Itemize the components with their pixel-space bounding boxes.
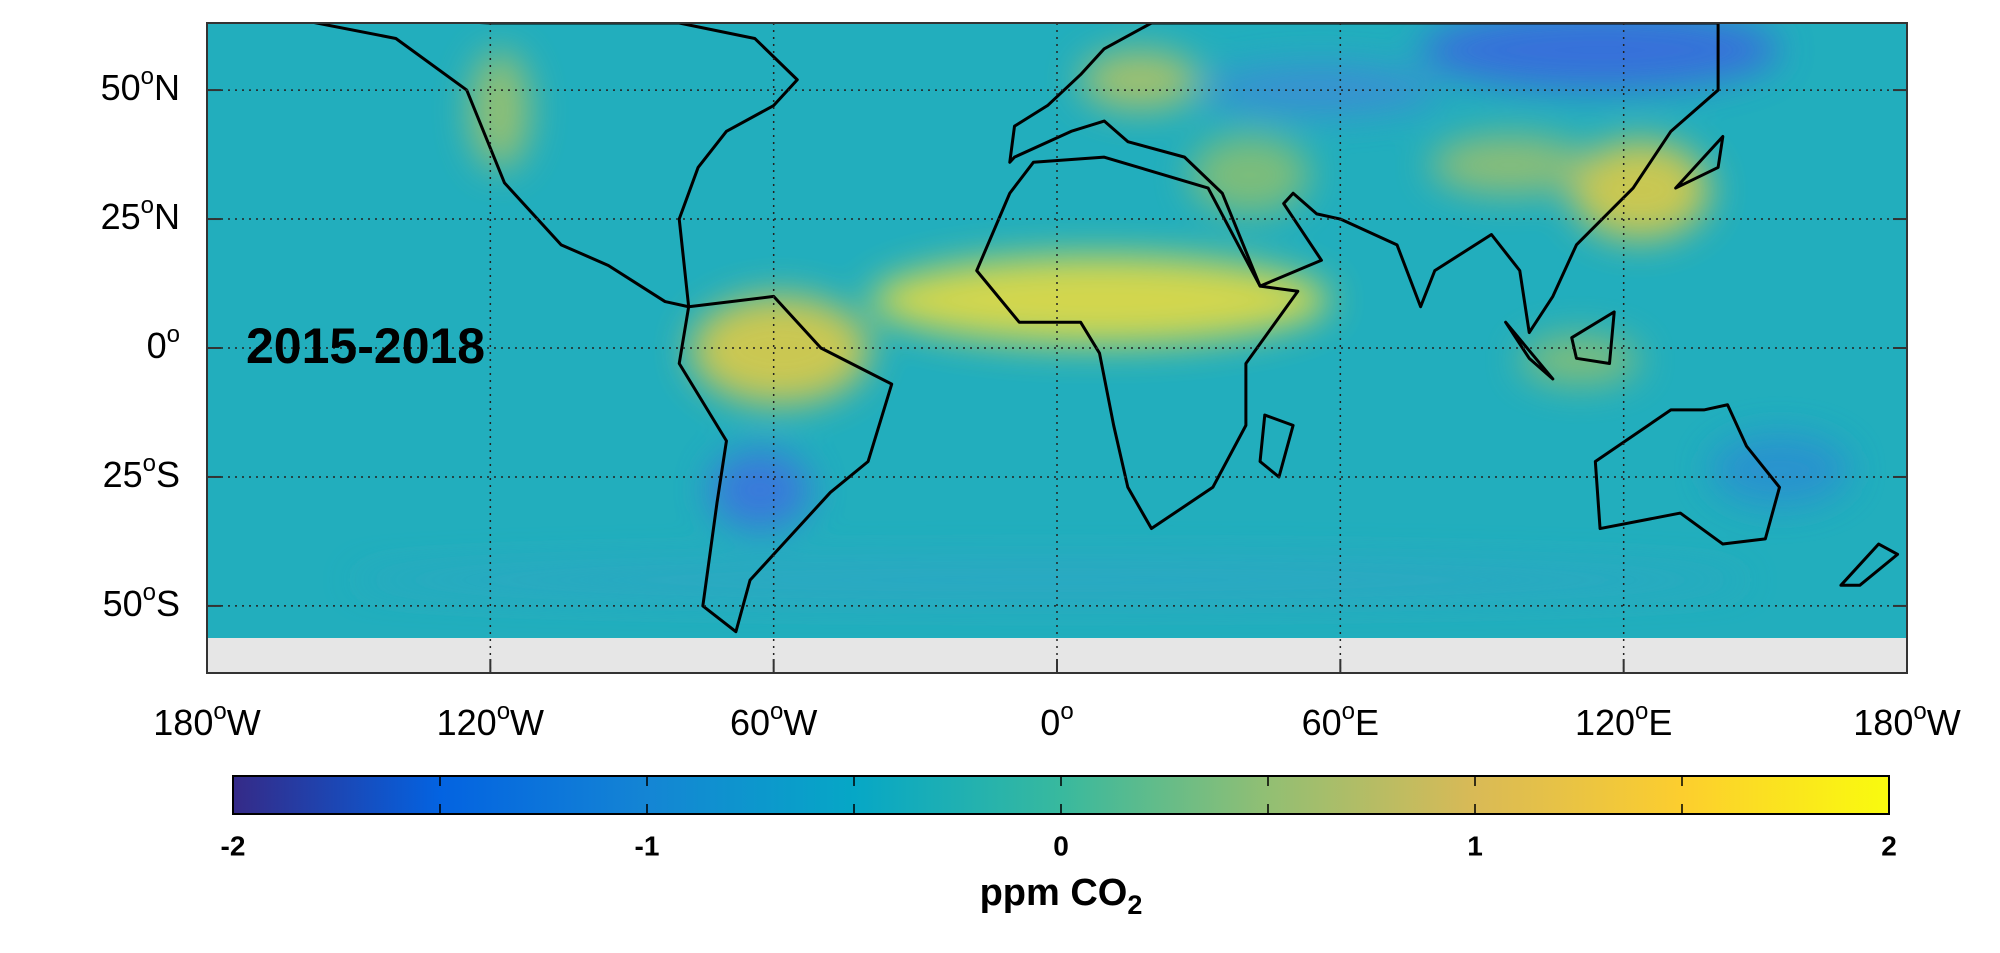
colorbar-tick-label: 0: [1053, 830, 1069, 861]
colorbar-tick-label: 2: [1881, 830, 1897, 861]
tick-hemisphere: E: [1648, 702, 1672, 743]
tick-hemisphere: N: [154, 67, 180, 108]
tick-degree: o: [1060, 698, 1073, 725]
tick-degree: o: [143, 579, 156, 606]
tick-degree: o: [213, 698, 226, 725]
colorbar-tick-label: -2: [221, 830, 246, 861]
tick-hemisphere: W: [510, 702, 544, 743]
tick-hemisphere: N: [154, 196, 180, 237]
tick-number: 25: [101, 196, 141, 237]
tick-degree: o: [167, 321, 180, 348]
tick-hemisphere: S: [156, 453, 180, 494]
tick-number: 180: [1853, 702, 1913, 743]
colorbar-tick-label: -1: [635, 830, 660, 861]
tick-label: 60oW: [730, 698, 817, 742]
tick-hemisphere: W: [783, 702, 817, 743]
tick-number: 0: [1040, 702, 1060, 743]
tick-number: 180: [153, 702, 213, 743]
tick-degree: o: [141, 63, 154, 90]
tick-degree: o: [143, 450, 156, 477]
tick-hemisphere: W: [1927, 702, 1961, 743]
tick-label: 25oN: [101, 192, 180, 236]
tick-number: 0: [147, 325, 167, 366]
map-frame: [206, 22, 1908, 674]
tick-degree: o: [1342, 698, 1355, 725]
tick-number: 60: [1302, 702, 1342, 743]
tick-label: 120oE: [1575, 698, 1672, 742]
tick-degree: o: [141, 192, 154, 219]
tick-label: 50oS: [103, 579, 180, 623]
tick-number: 60: [730, 702, 770, 743]
colorbar-label: ppm CO2: [980, 872, 1143, 920]
tick-label: 0o: [1040, 698, 1073, 742]
tick-label: 120oW: [437, 698, 544, 742]
tick-label: 180oW: [153, 698, 260, 742]
tick-number: 25: [103, 453, 143, 494]
tick-number: 120: [1575, 702, 1635, 743]
tick-degree: o: [497, 698, 510, 725]
colorbar-label-subscript: 2: [1127, 890, 1142, 920]
map-title: 2015-2018: [246, 318, 485, 374]
tick-label: 0o: [147, 321, 180, 365]
tick-degree: o: [770, 698, 783, 725]
anomaly-patches: [350, 23, 1850, 600]
coastlines: [264, 13, 1898, 632]
tick-number: 120: [437, 702, 497, 743]
tick-label: 25oS: [103, 450, 180, 494]
tick-hemisphere: S: [156, 582, 180, 623]
tick-number: 50: [103, 582, 143, 623]
tick-degree: o: [1635, 698, 1648, 725]
tick-label: 60oE: [1302, 698, 1379, 742]
tick-number: 50: [101, 67, 141, 108]
tick-hemisphere: E: [1355, 702, 1379, 743]
tick-degree: o: [1913, 698, 1926, 725]
colorbar-tick-label: 1: [1467, 830, 1483, 861]
colorbar-label-text: ppm CO: [980, 872, 1128, 914]
tick-label: 180oW: [1853, 698, 1960, 742]
tick-label: 50oN: [101, 63, 180, 107]
heatmap: [207, 13, 1907, 673]
tick-hemisphere: W: [227, 702, 261, 743]
